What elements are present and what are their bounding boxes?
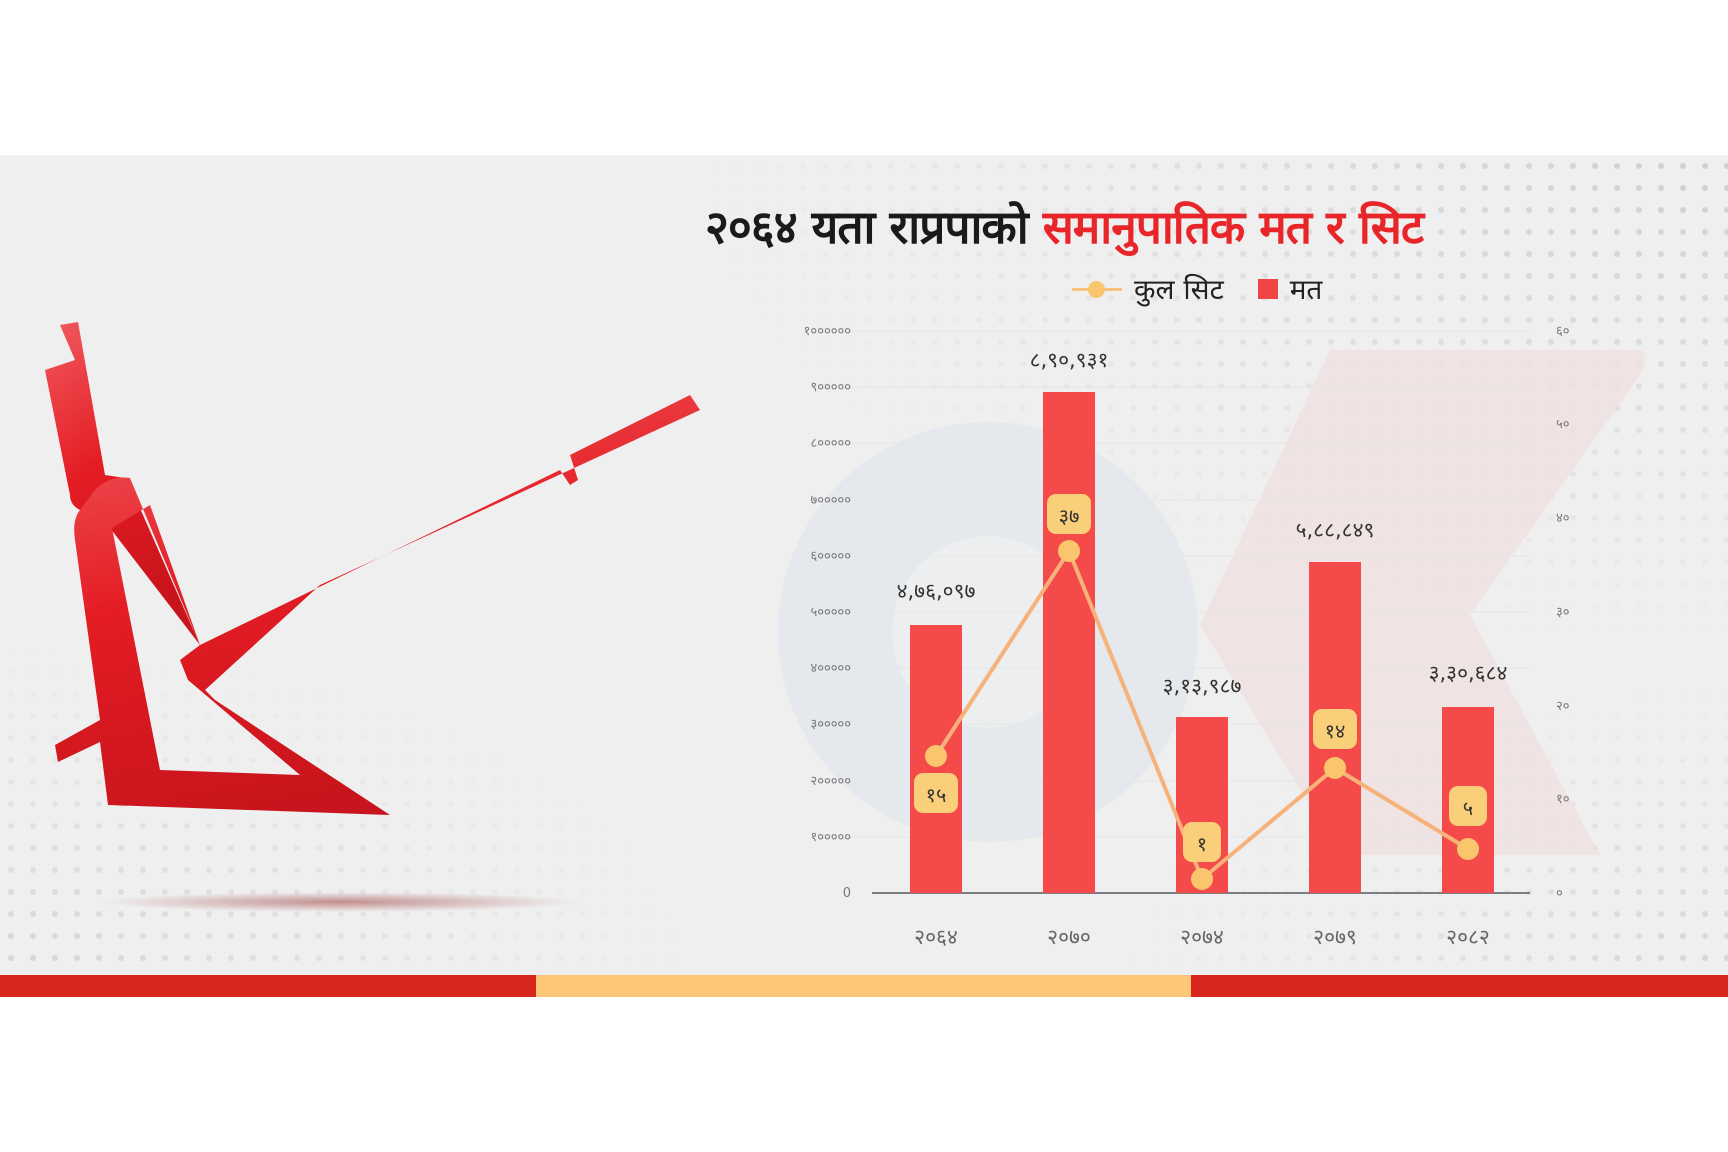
svg-text:२०७०: २०७०: [1047, 925, 1091, 949]
chart-legend: कुल सिट मत: [1072, 270, 1322, 308]
legend-seats-label: कुल सिट: [1134, 273, 1224, 306]
svg-text:५,८८,८४९: ५,८८,८४९: [1296, 518, 1375, 542]
stripe-red-right: [1191, 975, 1728, 997]
svg-text:७०००००: ७०००००: [810, 493, 851, 508]
svg-text:१०: १०: [1556, 792, 1570, 807]
votes-bars: [910, 392, 1494, 893]
legend-votes-label: मत: [1289, 273, 1323, 306]
svg-text:३७: ३७: [1059, 504, 1080, 528]
seat-value-labels: १५ ३७ १ १४ ५: [914, 494, 1487, 862]
svg-text:४०००००: ४०००००: [810, 661, 851, 676]
svg-text:१००००००: १००००००: [804, 324, 851, 339]
svg-text:९०००००: ९०००००: [810, 380, 851, 395]
bottom-color-stripe: [0, 975, 1728, 997]
svg-text:१४: १४: [1325, 719, 1346, 743]
svg-text:0: 0: [843, 886, 851, 901]
bar-2070: [1043, 392, 1095, 893]
svg-text:२०८२: २०८२: [1446, 925, 1490, 949]
bar-2074: [1176, 717, 1228, 893]
seats-markers: [925, 540, 1479, 890]
svg-text:६०: ६०: [1556, 324, 1570, 339]
svg-text:०: ०: [1556, 886, 1563, 901]
svg-text:३०: ३०: [1556, 605, 1570, 620]
x-axis-labels: २०६४ २०७० २०७४ २०७९ २०८२: [914, 925, 1490, 949]
svg-text:८,९०,९३१: ८,९०,९३१: [1030, 348, 1109, 372]
svg-text:२०६४: २०६४: [914, 925, 958, 949]
svg-text:१: १: [1197, 832, 1207, 856]
plow-icon: [45, 322, 700, 912]
left-axis: 0 १००००० २००००० ३००००० ४००००० ५००००० ६००…: [804, 324, 851, 901]
svg-text:६०००००: ६०००००: [810, 549, 851, 564]
svg-text:१५: १५: [926, 783, 947, 807]
title-highlight: समानुपातिक मत र सिट: [1042, 200, 1424, 254]
svg-text:४०: ४०: [1556, 511, 1570, 526]
svg-text:२०७४: २०७४: [1180, 925, 1224, 949]
bar-legend-square-icon: [1257, 279, 1278, 299]
right-axis: ० १० २० ३० ४० ५० ६०: [1556, 324, 1570, 901]
line-legend-marker-icon: [1072, 279, 1122, 299]
svg-text:४,७६,०९७: ४,७६,०९७: [897, 579, 976, 603]
svg-text:३,३०,६८४: ३,३०,६८४: [1429, 661, 1508, 685]
bar-value-labels: ४,७६,०९७ ८,९०,९३१ ३,१३,९८७ ५,८८,८४९ ३,३०…: [897, 348, 1508, 698]
svg-text:५०: ५०: [1556, 417, 1570, 432]
stripe-red-left: [0, 975, 536, 997]
stripe-yellow: [536, 975, 1191, 997]
svg-text:२०७९: २०७९: [1313, 925, 1357, 949]
svg-text:२०: २०: [1556, 699, 1570, 714]
title-prefix: २०६४ यता राप्रपाको: [704, 200, 1043, 254]
svg-text:८०००००: ८०००००: [810, 436, 851, 451]
svg-text:३०००००: ३०००००: [810, 717, 851, 732]
svg-text:३,१३,९८७: ३,१३,९८७: [1163, 674, 1242, 698]
svg-text:५: ५: [1463, 796, 1473, 820]
svg-text:२०००००: २०००००: [810, 774, 851, 789]
svg-text:१०००००: १०००००: [810, 830, 851, 845]
svg-text:५०००००: ५०००००: [810, 605, 851, 620]
chart-title: २०६४ यता राप्रपाको समानुपातिक मत र सिट: [0, 195, 1728, 257]
